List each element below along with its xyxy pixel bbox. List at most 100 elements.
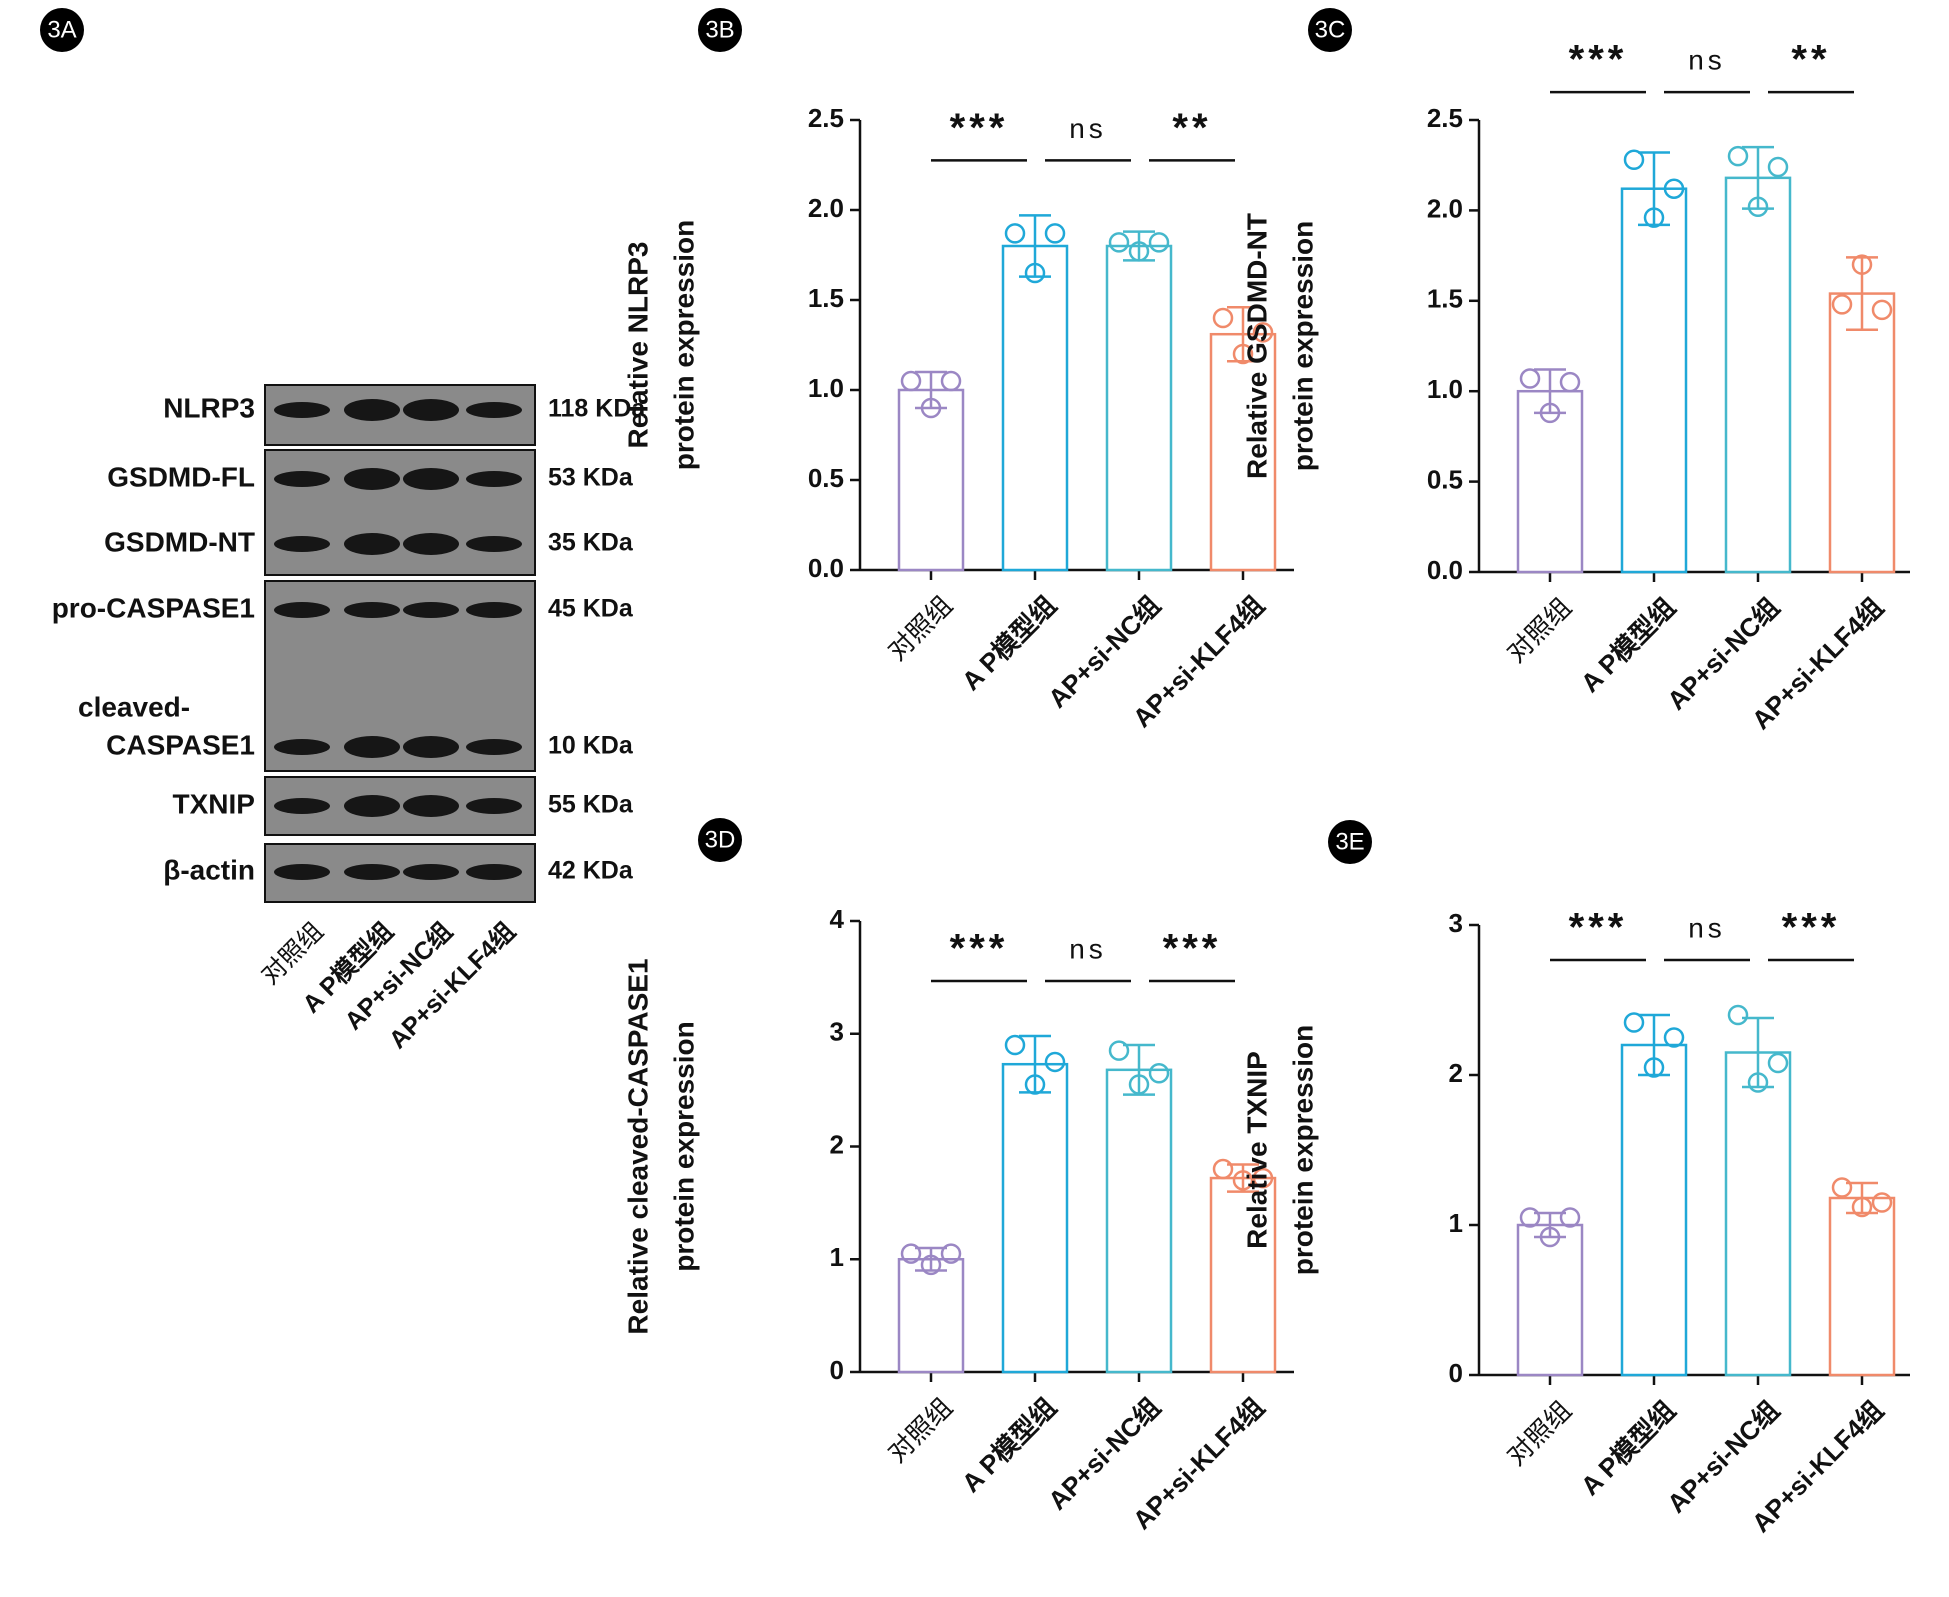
bar (1516, 1223, 1584, 1377)
size-label: 53 KDa (548, 464, 634, 492)
y-tick-label: 0.0 (808, 553, 844, 583)
size-label: 10 KDa (548, 732, 634, 760)
y-tick-label: 3 (830, 1017, 844, 1047)
y-tick-label: 0.5 (808, 463, 844, 493)
data-point (1871, 1192, 1893, 1213)
significance-label: *** (1782, 906, 1841, 950)
data-point (1232, 1170, 1254, 1191)
data-point (1767, 1052, 1789, 1074)
data-point (1212, 1158, 1234, 1180)
y-tick-label: 1.0 (808, 373, 844, 403)
x-tick-label: 对照组 (882, 590, 958, 666)
y-axis-label: protein expression (668, 220, 699, 471)
y-tick-label: 0.5 (1427, 464, 1463, 494)
blot-band (466, 536, 522, 552)
data-point (940, 370, 962, 392)
data-point (1004, 223, 1026, 244)
blot-band (274, 739, 330, 755)
bar (1828, 1196, 1896, 1377)
protein-label: β-actin (163, 854, 255, 885)
data-point (1663, 178, 1685, 199)
y-axis-label: protein expression (1287, 221, 1318, 472)
data-point (1024, 1074, 1046, 1095)
protein-label: GSDMD-NT (104, 526, 255, 557)
data-point (920, 397, 942, 419)
bar (1724, 176, 1792, 574)
bar (1828, 292, 1896, 574)
significance-label: *** (950, 106, 1009, 150)
blot-band (344, 795, 400, 817)
y-tick-label: 1.5 (808, 283, 844, 313)
data-point (1643, 207, 1665, 228)
blot-band (466, 471, 522, 487)
data-point (1851, 1196, 1873, 1218)
blot-band (403, 736, 459, 758)
y-tick-label: 2.5 (808, 103, 844, 133)
blot-band (403, 602, 459, 618)
significance-label: ** (1791, 38, 1830, 82)
bar (1001, 1062, 1069, 1374)
data-point (1148, 1062, 1170, 1084)
x-tick-label: A P模型组 (1575, 1395, 1681, 1501)
size-label: 55 KDa (548, 791, 634, 819)
y-axis-label: protein expression (668, 1021, 699, 1272)
blot-band (344, 602, 400, 618)
y-tick-label: 2.0 (1427, 193, 1463, 223)
significance-label: *** (950, 927, 1009, 971)
blot-band (274, 536, 330, 552)
data-point (1851, 254, 1873, 275)
y-tick-label: 2.0 (808, 193, 844, 223)
size-label: 118 KDa (548, 395, 646, 423)
protein-label: CASPASE1 (106, 729, 255, 760)
data-point (1252, 322, 1274, 343)
y-tick-label: 0.0 (1427, 555, 1463, 585)
y-tick-label: 2.5 (1427, 103, 1463, 133)
y-tick-label: 3 (1449, 908, 1463, 938)
y-tick-label: 1 (1449, 1208, 1463, 1238)
bar (1001, 244, 1069, 572)
data-point (1128, 241, 1150, 262)
panel-badge (40, 8, 84, 52)
blot-band (466, 602, 522, 618)
significance-label: ns (1688, 912, 1726, 943)
bar (1516, 389, 1584, 574)
data-point (1024, 262, 1046, 284)
bar (1620, 187, 1688, 574)
protein-label: NLRP3 (163, 392, 255, 423)
x-tick-label: A P模型组 (1575, 592, 1681, 698)
data-point (1623, 1012, 1645, 1033)
data-point (1747, 196, 1769, 218)
data-point (900, 1243, 922, 1264)
blot-band (403, 468, 459, 490)
data-point (1623, 149, 1645, 171)
blot-band (274, 471, 330, 487)
panel-badge (1308, 8, 1352, 52)
data-point (1831, 294, 1853, 315)
size-label: 35 KDa (548, 529, 634, 557)
protein-label: TXNIP (173, 788, 255, 819)
blot-band (274, 402, 330, 418)
y-tick-label: 2 (830, 1129, 844, 1159)
blot-band (274, 798, 330, 814)
data-point (1212, 307, 1234, 329)
y-tick-label: 0 (830, 1355, 844, 1385)
blot-band (403, 533, 459, 555)
x-tick-label: A P模型组 (956, 1392, 1062, 1498)
size-label: 42 KDa (548, 857, 634, 885)
panel-badge (1328, 820, 1372, 864)
data-point (1232, 343, 1254, 365)
data-point (940, 1243, 962, 1264)
y-tick-label: 4 (830, 904, 845, 934)
significance-label: ns (1069, 933, 1107, 964)
blot-band (274, 864, 330, 880)
x-tick-label: 对照组 (1501, 592, 1577, 668)
data-point (1252, 1167, 1274, 1189)
panel-badge (698, 818, 742, 862)
data-point (1663, 1027, 1685, 1048)
panel-badge (698, 8, 742, 52)
y-axis-label: Relative GSDMD-NT (1241, 213, 1272, 479)
data-point (1148, 232, 1170, 253)
significance-label: ns (1688, 45, 1726, 76)
significance-label: ns (1069, 113, 1107, 144)
